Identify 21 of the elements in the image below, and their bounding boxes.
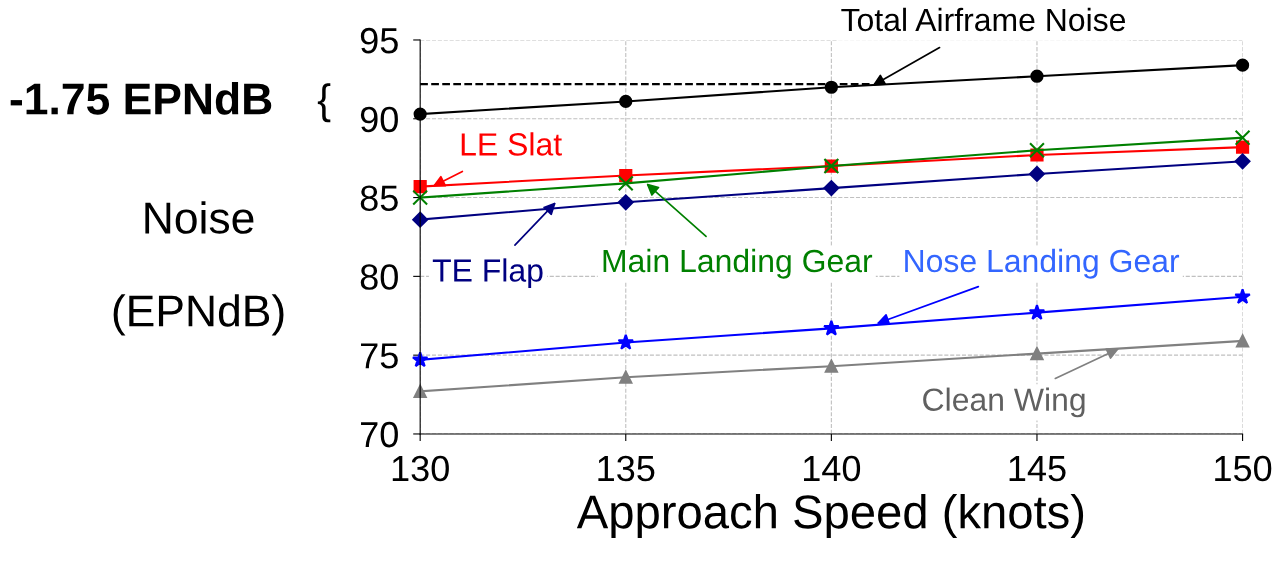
x-axis-title: Approach Speed (knots) bbox=[576, 494, 1084, 539]
x-tick-label: 140 bbox=[804, 455, 861, 482]
x-tick-label: 145 bbox=[1009, 456, 1066, 482]
y-tick-label: 85 bbox=[360, 185, 398, 212]
y-tick-label: 95 bbox=[360, 27, 398, 54]
y-tick-label: 80 bbox=[360, 264, 398, 290]
x-tick-label: 135 bbox=[598, 455, 655, 482]
annotation: Nose Landing Gear bbox=[905, 248, 1180, 279]
x-tick-label: 130 bbox=[392, 455, 449, 482]
text: Noise (EPNdB) bbox=[113, 201, 284, 336]
annotation: Total Airframe Noise bbox=[841, 7, 1126, 32]
annotation: Main Landing Gear bbox=[603, 248, 873, 279]
x-tick-label: 150 bbox=[1215, 455, 1272, 482]
annotation: Clean Wing bbox=[923, 387, 1085, 418]
y-tick-label: 90 bbox=[360, 106, 398, 133]
annotation: LE Slat bbox=[461, 132, 562, 156]
y-tick-label: 70 bbox=[361, 421, 398, 448]
y-tick-label: 75 bbox=[361, 343, 398, 369]
text: { bbox=[317, 83, 331, 123]
annotation: TE Flap bbox=[432, 258, 543, 289]
text: -1.75 EPNdB bbox=[10, 82, 272, 115]
